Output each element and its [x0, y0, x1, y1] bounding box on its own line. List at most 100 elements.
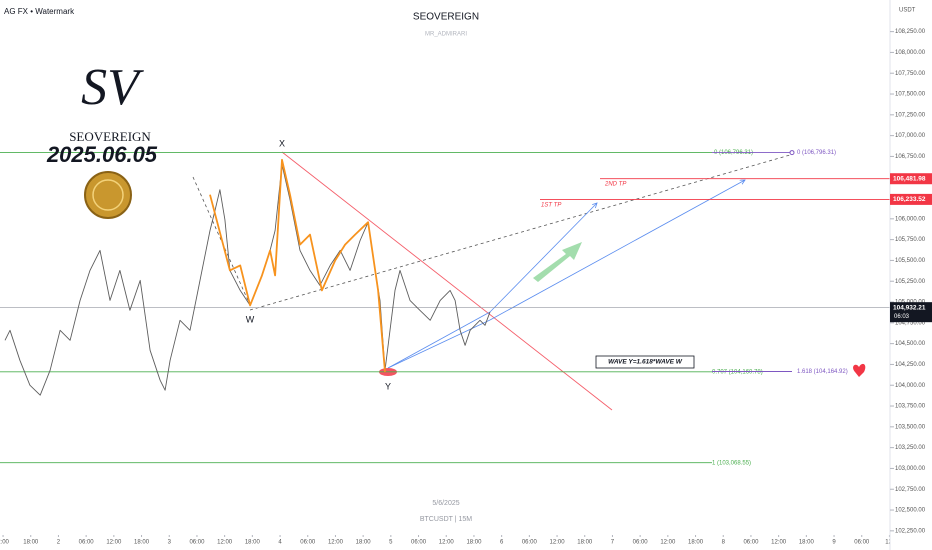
price-label-text: 106,481.98 — [893, 175, 926, 182]
fib-level-label: 0 (106,796.31) — [797, 150, 836, 156]
x-tick-label: 12:00 — [660, 540, 676, 546]
heart-icon — [853, 363, 866, 377]
x-tick-label: 06:00 — [189, 540, 205, 546]
fib-level-label: 0 (106,796.31) — [714, 150, 753, 156]
y-tick-label: 107,750.00 — [895, 71, 926, 77]
plot-area: 2:00 18:00 2 06:00 12:00 18:00 3 06:00 12:00 18:0… — [0, 138, 894, 546]
projection-arrow — [489, 203, 597, 313]
x-tick-label: 18:00 — [466, 540, 482, 546]
x-tick-label: 18:00 — [23, 540, 39, 546]
x-tick-label: 2 — [57, 540, 61, 546]
date-label: 5/6/2025 — [432, 500, 459, 507]
x-tick-label: 3 — [168, 540, 172, 546]
x-tick-label: 7 — [611, 540, 615, 546]
x-tick-label: 18:00 — [799, 540, 815, 546]
y-tick-label: 103,750.00 — [895, 404, 926, 410]
x-tick-label: 06:00 — [300, 540, 316, 546]
y-tick-label: 102,250.00 — [895, 528, 926, 534]
x-tick-label: 06:00 — [633, 540, 649, 546]
countdown: 06:03 — [894, 314, 910, 320]
resistance-line — [281, 151, 613, 411]
x-tick-label: 9 — [832, 540, 836, 546]
x-tick-label: 4 — [278, 540, 282, 546]
watermark: AG FX • Watermark — [4, 7, 75, 16]
price-label-box — [890, 193, 932, 205]
symbol-label: BTCUSDT | 15M — [420, 516, 472, 523]
currency-label: USDT — [899, 8, 916, 14]
fib-level-label: 0.707 (104,160.78) — [712, 369, 763, 375]
x-tick-label: 6 — [500, 540, 504, 546]
y-tick-label: 107,250.00 — [895, 112, 926, 118]
coin-icon — [84, 171, 132, 219]
y-tick-label: 105,250.00 — [895, 279, 926, 285]
x-tick-label: 12: — [885, 540, 894, 546]
x-tick-label: 12:00 — [771, 540, 787, 546]
drawing-layer — [192, 151, 866, 411]
x-tick-label: 06:00 — [854, 540, 870, 546]
x-tick-label: 2:00 — [0, 540, 10, 546]
x-tick-label: 06:00 — [743, 540, 759, 546]
price-label-text: 104,932.21 — [893, 304, 926, 311]
y-tick-label: 104,000.00 — [895, 383, 926, 389]
x-tick-label: 18:00 — [577, 540, 593, 546]
coin-icon-ring — [92, 179, 124, 211]
x-tick-label: 18:00 — [134, 540, 150, 546]
logo-monogram: SV — [81, 59, 144, 116]
brand-name: SEOVEREIGN — [69, 129, 151, 144]
dashed-trend — [192, 176, 251, 306]
y-tick-label: 104,250.00 — [895, 362, 926, 368]
wave-line — [209, 158, 386, 372]
x-tick-label: 12:00 — [106, 540, 122, 546]
y-tick-label: 107,000.00 — [895, 133, 926, 139]
y-tick-label: 106,750.00 — [895, 154, 926, 160]
y-tick-label: 102,750.00 — [895, 487, 926, 493]
price-label-box — [890, 302, 932, 323]
price-label-box — [890, 173, 932, 185]
projection-arrow — [489, 180, 745, 321]
triangle-line — [387, 311, 491, 369]
x-tick-label: 12:00 — [328, 540, 344, 546]
brand-date: 2025.06.05 — [46, 142, 158, 167]
x-tick-label: 06:00 — [79, 540, 95, 546]
annotation: W — [246, 314, 255, 324]
x-tick-label: 06:00 — [522, 540, 538, 546]
y-tick-label: 108,000.00 — [895, 50, 926, 56]
y-tick-label: 106,000.00 — [895, 216, 926, 222]
y-tick-label: 103,000.00 — [895, 466, 926, 472]
direction-arrow — [533, 242, 582, 282]
y-tick-label: 104,500.00 — [895, 341, 926, 347]
y-tick-label: 103,500.00 — [895, 424, 926, 430]
level-end — [789, 150, 795, 156]
annotation: 1ST TP — [541, 203, 561, 209]
annotation: 2ND TP — [604, 182, 626, 188]
annotation: X — [279, 138, 285, 148]
y-tick-label: 104,750.00 — [895, 320, 926, 326]
x-tick-label: 18:00 — [356, 540, 372, 546]
y-tick-label: 107,500.00 — [895, 92, 926, 98]
y-tick-label: 108,250.00 — [895, 29, 926, 35]
fib-level-label: 1.618 (104,164.92) — [797, 369, 848, 375]
x-tick-label: 12:00 — [439, 540, 455, 546]
annotation: Y — [385, 381, 391, 391]
y-tick-label: 102,500.00 — [895, 508, 926, 514]
x-tick-label: 5 — [389, 540, 393, 546]
dashed-trend — [249, 154, 791, 311]
x-tick-label: 18:00 — [688, 540, 704, 546]
x-tick-label: 8 — [722, 540, 726, 546]
y-tick-label: 105,750.00 — [895, 237, 926, 243]
annotation: WAVE Y=1.618*WAVE W — [608, 359, 683, 366]
y-tick-label: 105,500.00 — [895, 258, 926, 264]
x-tick-label: 06:00 — [411, 540, 427, 546]
x-tick-label: 12:00 — [217, 540, 233, 546]
x-tick-label: 18:00 — [245, 540, 261, 546]
price-axis — [890, 0, 932, 550]
price-label-text: 106,233.52 — [893, 196, 926, 203]
fib-level-label: 1 (103,068.55) — [712, 460, 751, 466]
x-tick-label: 12:00 — [550, 540, 566, 546]
annotation-box — [595, 355, 695, 369]
chart-title: SEOVEREIGN — [413, 12, 479, 23]
chart-subtitle: MR_ADMIRARI — [425, 32, 467, 38]
y-tick-label: 103,250.00 — [895, 445, 926, 451]
